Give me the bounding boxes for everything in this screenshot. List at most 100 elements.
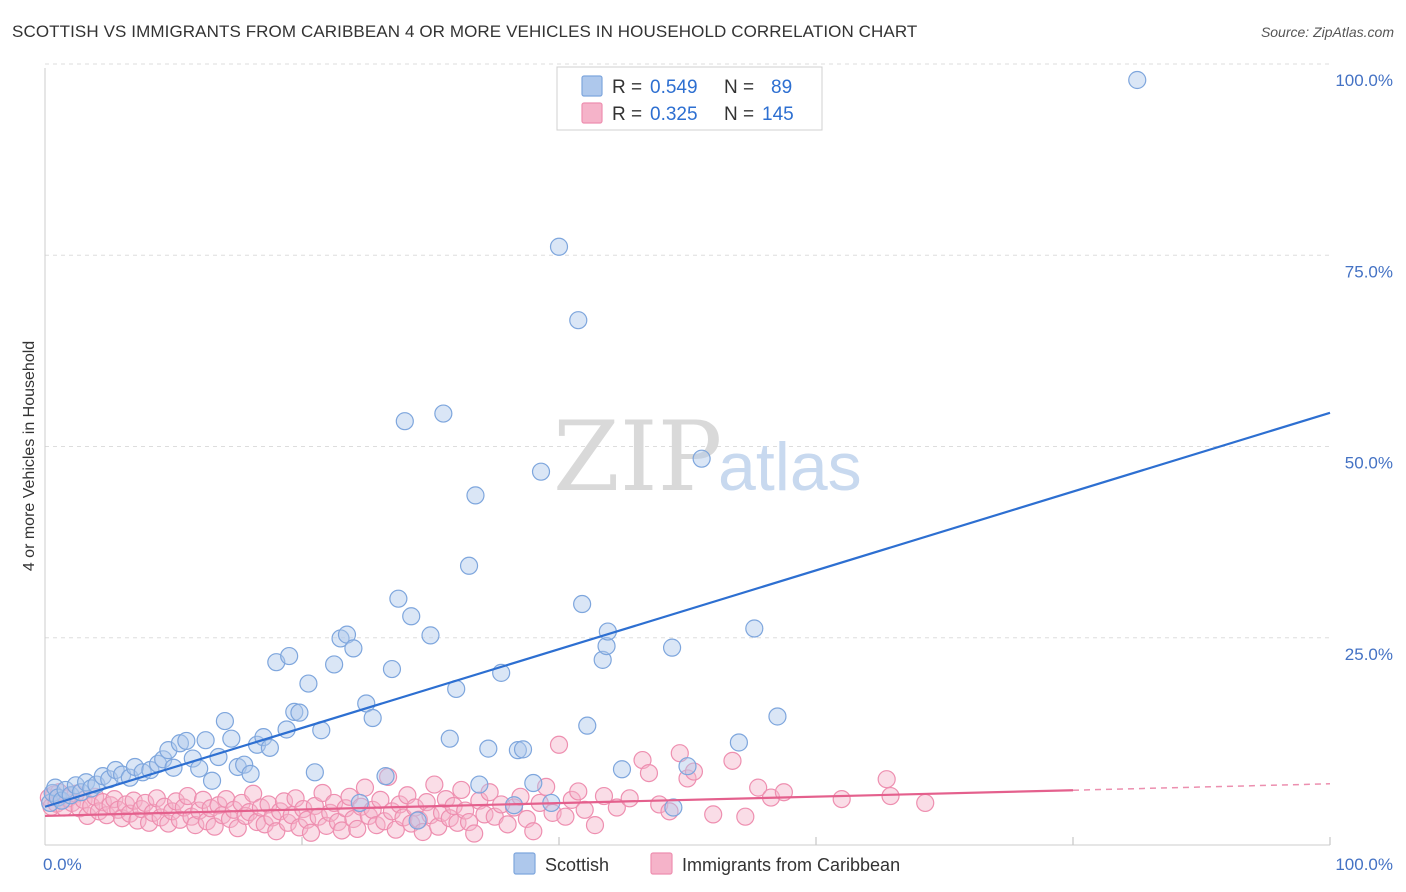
scottish-point-29 bbox=[202, 771, 222, 790]
scottish-point-22 bbox=[159, 741, 178, 760]
scottish-point-5 bbox=[56, 780, 75, 800]
scottish-point-45 bbox=[305, 763, 324, 782]
scottish-point-43 bbox=[290, 703, 309, 722]
caribbean-point-84 bbox=[355, 778, 375, 797]
caribbean-point-67 bbox=[290, 818, 309, 837]
legend-r-value-caribbean: 0.325 bbox=[650, 104, 698, 125]
caribbean-point-25 bbox=[128, 811, 147, 830]
caribbean-trend-line bbox=[44, 789, 1074, 818]
legend: R = 0.549 N = 89 R = 0.325 N = 145 bbox=[556, 66, 823, 131]
caribbean-point-151 bbox=[916, 793, 935, 813]
scottish-point-14 bbox=[106, 760, 125, 780]
x-tick-label-1: 100.0% bbox=[1335, 855, 1393, 874]
caribbean-point-58 bbox=[255, 815, 274, 834]
scottish-point-90 bbox=[1128, 70, 1147, 90]
scottish-point-53 bbox=[363, 708, 382, 728]
scottish-point-41 bbox=[280, 646, 299, 666]
watermark: ZIP atlas bbox=[553, 401, 862, 513]
source-label: Source: ZipAtlas.com bbox=[1260, 24, 1394, 40]
scottish-point-70 bbox=[508, 741, 527, 760]
caribbean-point-150 bbox=[881, 786, 900, 806]
caribbean-point-102 bbox=[425, 775, 444, 794]
caribbean-point-82 bbox=[348, 819, 367, 839]
legend-n-value-scottish: 89 bbox=[771, 77, 792, 98]
scottish-point-84 bbox=[664, 798, 683, 817]
caribbean-point-134 bbox=[620, 789, 639, 808]
scottish-point-88 bbox=[745, 619, 764, 638]
bottom-legend-swatch-caribbean bbox=[650, 852, 673, 875]
scottish-point-79 bbox=[593, 650, 612, 669]
scottish-point-56 bbox=[389, 589, 408, 608]
caribbean-point-144 bbox=[736, 807, 755, 826]
scottish-point-38 bbox=[260, 738, 279, 757]
chart-title: SCOTTISH VS IMMIGRANTS FROM CARIBBEAN 4 … bbox=[12, 22, 918, 41]
scottish-point-60 bbox=[421, 626, 440, 645]
caribbean-point-132 bbox=[594, 786, 614, 806]
x-tick-label-0: 0.0% bbox=[43, 855, 82, 874]
caribbean-point-143 bbox=[723, 751, 742, 770]
caribbean-point-142 bbox=[704, 805, 723, 824]
scottish-point-42 bbox=[285, 702, 304, 721]
scottish-point-89 bbox=[768, 707, 787, 726]
watermark-zip: ZIP bbox=[553, 401, 722, 513]
legend-n-label-caribbean: N = bbox=[724, 104, 754, 125]
caribbean-point-76 bbox=[325, 793, 344, 813]
caribbean-point-115 bbox=[480, 783, 499, 802]
scottish-point-61 bbox=[434, 404, 453, 423]
caribbean-point-77 bbox=[328, 812, 348, 832]
series-scottish-points bbox=[41, 70, 1147, 830]
caribbean-point-133 bbox=[607, 798, 626, 817]
scottish-point-27 bbox=[190, 759, 209, 778]
caribbean-point-112 bbox=[465, 824, 484, 843]
caribbean-point-55 bbox=[244, 784, 263, 803]
scottish-point-71 bbox=[513, 740, 533, 759]
watermark-atlas: atlas bbox=[718, 429, 862, 505]
scottish-point-54 bbox=[376, 767, 395, 786]
y-tick-labels: 25.0% 50.0% 75.0% 100.0% bbox=[1335, 71, 1393, 664]
scottish-point-76 bbox=[569, 311, 588, 330]
scottish-point-31 bbox=[215, 711, 234, 731]
caribbean-point-27 bbox=[136, 793, 155, 813]
y-tick-label-0: 25.0% bbox=[1345, 645, 1393, 664]
legend-n-value-caribbean: 145 bbox=[762, 104, 794, 125]
caribbean-point-50 bbox=[224, 800, 243, 819]
y-tick-label-1: 50.0% bbox=[1345, 454, 1393, 473]
scottish-point-85 bbox=[678, 757, 697, 776]
caribbean-point-19 bbox=[105, 789, 124, 809]
caribbean-point-149 bbox=[877, 770, 896, 789]
caribbean-point-127 bbox=[556, 807, 575, 826]
scottish-point-25 bbox=[177, 731, 196, 751]
bottom-legend-label-caribbean: Immigrants from Caribbean bbox=[682, 855, 900, 875]
trend-lines bbox=[44, 411, 1331, 818]
scottish-point-57 bbox=[395, 412, 414, 431]
bottom-legend-label-scottish: Scottish bbox=[545, 855, 609, 875]
scottish-point-67 bbox=[479, 739, 498, 758]
caribbean-point-80 bbox=[340, 787, 359, 806]
scottish-point-44 bbox=[299, 674, 318, 693]
caribbean-point-131 bbox=[585, 816, 605, 835]
scottish-point-32 bbox=[222, 729, 241, 748]
bottom-legend-swatch-scottish bbox=[513, 852, 536, 875]
scottish-point-58 bbox=[402, 607, 421, 626]
caribbean-point-126 bbox=[549, 735, 569, 754]
y-axis-label: 4 or more Vehicles in Household bbox=[21, 341, 38, 571]
legend-n-label-scottish: N = bbox=[724, 77, 754, 98]
scottish-point-72 bbox=[524, 773, 543, 793]
legend-r-label-scottish: R = bbox=[612, 77, 642, 98]
scottish-point-66 bbox=[470, 775, 489, 794]
caribbean-point-38 bbox=[178, 786, 197, 806]
scottish-point-64 bbox=[459, 556, 479, 575]
scottish-point-83 bbox=[662, 638, 682, 657]
scottish-point-77 bbox=[573, 594, 592, 614]
scottish-point-65 bbox=[466, 486, 485, 505]
scottish-point-87 bbox=[729, 733, 749, 752]
caribbean-point-129 bbox=[569, 782, 588, 801]
caribbean-point-122 bbox=[524, 822, 543, 841]
scottish-point-59 bbox=[408, 811, 427, 830]
caribbean-point-109 bbox=[452, 780, 471, 800]
legend-r-label-caribbean: R = bbox=[612, 104, 642, 125]
scottish-point-28 bbox=[196, 731, 215, 750]
scottish-point-55 bbox=[382, 659, 402, 679]
scottish-point-50 bbox=[344, 639, 363, 658]
